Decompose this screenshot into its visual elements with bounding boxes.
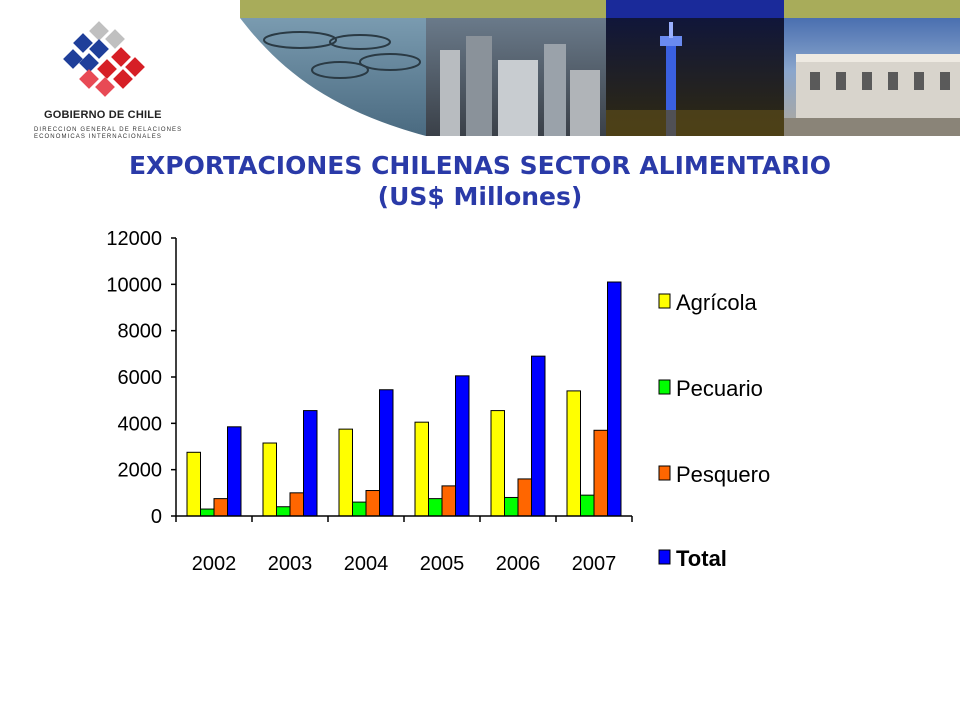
bar-agrícola-2006 bbox=[490, 410, 505, 517]
legend-swatch bbox=[658, 379, 671, 395]
bar-agrícola-2002 bbox=[186, 451, 201, 517]
bar-pecuario-2003 bbox=[276, 506, 291, 517]
x-tick-label: 2005 bbox=[420, 553, 465, 575]
bar-agrícola-2005 bbox=[414, 421, 429, 517]
bar-total-2002 bbox=[227, 426, 242, 517]
bar-pecuario-2006 bbox=[504, 496, 519, 517]
title-line-2: (US$ Millones) bbox=[377, 182, 583, 211]
x-tick-label: 2002 bbox=[192, 553, 237, 575]
gobierno-logo-icon bbox=[63, 21, 145, 97]
header-banner: GOBIERNO DE CHILE DIRECCION GENERAL DE R… bbox=[0, 0, 960, 140]
y-tick-label: 12000 bbox=[106, 228, 162, 250]
bar-pecuario-2004 bbox=[352, 501, 367, 517]
legend-label: Total bbox=[676, 546, 727, 571]
bar-agrícola-2007 bbox=[566, 390, 581, 517]
x-tick-label: 2006 bbox=[496, 553, 541, 575]
legend-label: Pesquero bbox=[676, 462, 770, 487]
org-name: GOBIERNO DE CHILE bbox=[44, 109, 162, 121]
bar-total-2004 bbox=[379, 389, 394, 517]
legend-swatch bbox=[658, 549, 671, 565]
y-tick-label: 4000 bbox=[118, 413, 163, 435]
x-tick-label: 2003 bbox=[268, 553, 313, 575]
bar-total-2007 bbox=[607, 281, 622, 517]
slide-title: EXPORTACIONES CHILENAS SECTOR ALIMENTARI… bbox=[0, 150, 960, 212]
bar-pesquero-2004 bbox=[365, 490, 380, 517]
legend-swatch bbox=[658, 293, 671, 309]
bar-pesquero-2002 bbox=[213, 498, 228, 517]
bar-pecuario-2007 bbox=[580, 494, 595, 517]
org-subtitle-line1: DIRECCION GENERAL DE RELACIONES bbox=[34, 127, 183, 133]
y-tick-label: 10000 bbox=[106, 274, 162, 296]
y-tick-label: 8000 bbox=[118, 321, 163, 343]
bar-total-2005 bbox=[455, 375, 470, 517]
bar-total-2006 bbox=[531, 355, 546, 517]
title-line-1: EXPORTACIONES CHILENAS SECTOR ALIMENTARI… bbox=[128, 151, 832, 180]
bar-agrícola-2004 bbox=[338, 428, 353, 517]
legend-swatch bbox=[658, 465, 671, 481]
y-tick-label: 6000 bbox=[118, 367, 163, 389]
y-tick-label: 2000 bbox=[118, 460, 163, 482]
bar-agrícola-2003 bbox=[262, 442, 277, 517]
legend-label: Agrícola bbox=[676, 290, 757, 315]
legend-label: Pecuario bbox=[676, 376, 763, 401]
y-tick-label: 0 bbox=[151, 506, 162, 528]
x-tick-label: 2007 bbox=[572, 553, 617, 575]
bar-pesquero-2006 bbox=[517, 478, 532, 517]
bar-pecuario-2002 bbox=[200, 508, 215, 517]
bar-total-2003 bbox=[303, 410, 318, 517]
bar-pesquero-2005 bbox=[441, 485, 456, 517]
bar-pesquero-2003 bbox=[289, 492, 304, 517]
bar-pecuario-2005 bbox=[428, 498, 443, 517]
x-tick-label: 2004 bbox=[344, 553, 389, 575]
bar-pesquero-2007 bbox=[593, 429, 608, 517]
logo-block: GOBIERNO DE CHILE DIRECCION GENERAL DE R… bbox=[0, 0, 240, 140]
header-photo-strip bbox=[240, 0, 960, 136]
org-subtitle-line2: ECONOMICAS INTERNACIONALES bbox=[34, 134, 162, 140]
